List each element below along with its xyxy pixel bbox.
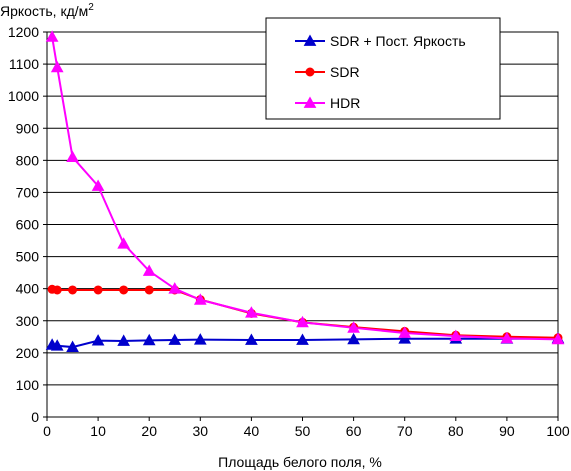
series-2-point-13 <box>500 331 514 344</box>
x-tick-label-60: 60 <box>346 423 362 439</box>
series-2-point-3 <box>91 179 105 191</box>
legend-label-2: HDR <box>330 95 360 111</box>
x-tick-label-50: 50 <box>295 423 311 439</box>
series-2-point-6 <box>168 282 182 294</box>
series-2-point-5 <box>142 264 156 276</box>
legend-marker-2 <box>303 96 317 108</box>
series-0-point-5 <box>142 333 156 346</box>
y-axis-title-text: Яркость, кд/м <box>0 3 88 19</box>
x-tick-label-40: 40 <box>244 423 260 439</box>
y-tick-label-0: 0 <box>31 409 39 425</box>
series-0-point-11 <box>398 332 412 344</box>
series-0-point-10 <box>347 332 360 345</box>
series-2-point-9 <box>296 315 309 328</box>
series-0 <box>45 331 565 352</box>
series-layer <box>45 30 565 352</box>
series-0-point-1 <box>50 339 64 351</box>
y-tick-label-600: 600 <box>16 217 40 233</box>
legend: SDR + Пост. Яркость SDR HDR <box>265 17 501 120</box>
legend-marker-1 <box>305 67 315 77</box>
series-1-point-1 <box>52 285 62 295</box>
series-0-point-9 <box>296 333 309 345</box>
y-tick-label-500: 500 <box>16 249 40 265</box>
series-2-point-0 <box>45 30 59 42</box>
y-axis: 0 100 200 300 400 500 600 700 800 900 1000 1100 1200 <box>8 24 47 425</box>
x-tick-label-80: 80 <box>448 423 464 439</box>
series-0-point-7 <box>193 333 207 345</box>
series-2-point-1 <box>50 60 64 73</box>
y-axis-title-superscript: 2 <box>88 2 94 13</box>
y-tick-label-1200: 1200 <box>8 24 39 40</box>
legend-label-0: SDR + Пост. Яркость <box>330 33 466 49</box>
series-0-point-3 <box>91 334 105 346</box>
series-1-point-5 <box>144 285 154 295</box>
series-2 <box>45 30 565 345</box>
y-tick-label-200: 200 <box>16 345 40 361</box>
x-tick-label-0: 0 <box>43 423 51 439</box>
series-1-point-4 <box>119 285 129 295</box>
series-2-point-12 <box>449 329 463 342</box>
legend-marker-0 <box>303 34 317 46</box>
series-2-point-4 <box>117 237 130 249</box>
x-axis: 0 10 20 30 40 50 60 70 80 90 100 <box>43 417 570 439</box>
y-tick-label-100: 100 <box>16 377 40 393</box>
x-tick-label-70: 70 <box>397 423 413 439</box>
series-2-point-7 <box>193 293 207 305</box>
x-axis-title: Площадь белого поля, % <box>218 454 382 470</box>
series-1-point-2 <box>68 285 78 295</box>
series-2-point-10 <box>347 321 360 333</box>
series-1-point-3 <box>93 285 103 295</box>
x-tick-label-30: 30 <box>193 423 209 439</box>
y-tick-label-1100: 1100 <box>9 56 39 72</box>
series-0-point-8 <box>245 333 258 345</box>
series-1 <box>47 284 563 343</box>
x-tick-label-100: 100 <box>546 423 570 439</box>
series-line-1 <box>51 288 559 339</box>
y-tick-label-1000: 1000 <box>8 88 39 104</box>
series-0-point-6 <box>168 333 182 345</box>
y-axis-title: Яркость, кд/м2 <box>0 2 94 19</box>
x-tick-label-10: 10 <box>90 423 106 439</box>
x-tick-label-20: 20 <box>141 423 157 439</box>
series-2-point-14 <box>551 332 565 345</box>
y-tick-label-300: 300 <box>16 313 40 329</box>
series-0-point-2 <box>66 340 79 352</box>
y-tick-label-800: 800 <box>16 152 40 168</box>
y-tick-label-400: 400 <box>16 281 40 297</box>
series-2-point-2 <box>66 150 79 163</box>
legend-label-1: SDR <box>330 64 360 80</box>
series-0-point-4 <box>117 334 130 346</box>
y-tick-label-700: 700 <box>16 184 40 200</box>
series-2-point-8 <box>245 306 258 318</box>
y-tick-label-900: 900 <box>16 120 40 136</box>
series-2-point-11 <box>398 326 412 338</box>
x-tick-label-90: 90 <box>499 423 515 439</box>
